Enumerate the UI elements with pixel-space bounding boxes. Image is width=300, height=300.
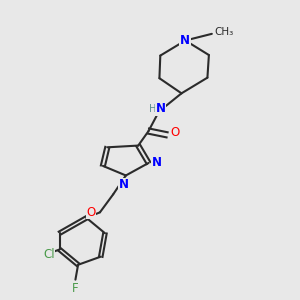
- Text: F: F: [72, 282, 79, 295]
- Text: N: N: [180, 34, 190, 47]
- Text: O: O: [171, 126, 180, 139]
- Text: N: N: [118, 178, 128, 191]
- Text: CH₃: CH₃: [215, 27, 234, 38]
- Text: Cl: Cl: [43, 248, 55, 261]
- Text: N: N: [152, 157, 162, 169]
- Text: N: N: [156, 102, 166, 115]
- Text: O: O: [86, 206, 95, 219]
- Text: H: H: [149, 104, 157, 114]
